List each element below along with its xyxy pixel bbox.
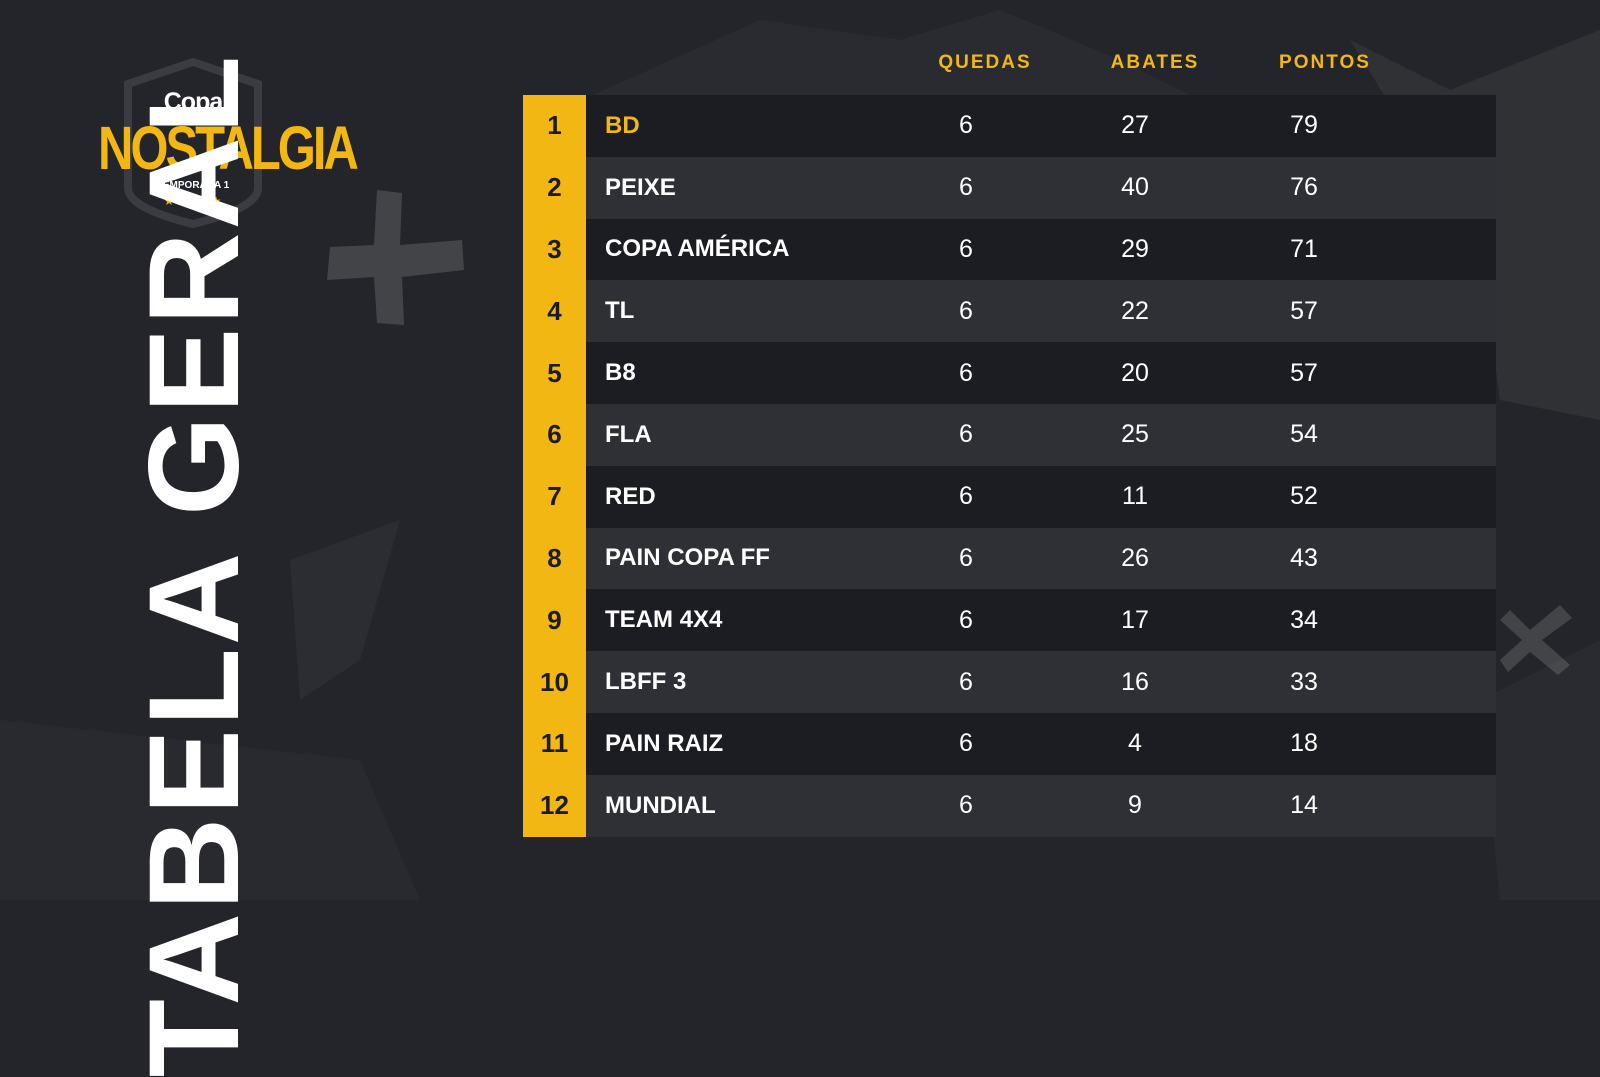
table-row: 9 TEAM 4X4 6 17 34 (523, 589, 1496, 652)
logo-season-text: TEMPORADA 1 (156, 180, 230, 191)
team-name: LBFF 3 (605, 668, 687, 696)
abates-value: 29 (1121, 234, 1149, 263)
team-name: RED (605, 482, 656, 510)
quedas-value: 6 (959, 543, 973, 572)
rank-cell: 3 (523, 218, 586, 281)
team-name: FLA (605, 420, 652, 448)
quedas-value: 6 (959, 420, 973, 449)
pontos-value: 57 (1290, 296, 1318, 325)
column-headers: QUEDAS ABATES PONTOS (0, 52, 1600, 76)
quedas-value: 6 (959, 358, 973, 387)
table-row: 2 PEIXE 6 40 76 (523, 156, 1496, 219)
rank-cell: 7 (523, 465, 586, 528)
rank-cell: 5 (523, 342, 586, 404)
rank-cell: 12 (523, 774, 586, 837)
header-abates: ABATES (1110, 52, 1200, 73)
pontos-value: 57 (1290, 358, 1318, 387)
pontos-value: 34 (1290, 605, 1318, 634)
pontos-value: 14 (1290, 791, 1318, 820)
table-row: 3 COPA AMÉRICA 6 29 71 (523, 218, 1496, 281)
team-name: B8 (605, 359, 636, 387)
rank-cell: 9 (523, 589, 586, 652)
table-row: 8 PAIN COPA FF 6 26 43 (523, 527, 1496, 590)
table-row: 10 LBFF 3 6 16 33 (523, 651, 1496, 713)
table-row: 12 MUNDIAL 6 9 14 (523, 774, 1496, 837)
quedas-value: 6 (959, 729, 973, 758)
cross-mark-left (327, 190, 464, 325)
abates-value: 25 (1121, 420, 1149, 449)
rank-cell: 4 (523, 280, 586, 343)
team-name: TEAM 4X4 (605, 606, 723, 634)
page-title: TABELA GERAL (123, 52, 266, 1077)
pontos-value: 33 (1290, 667, 1318, 696)
team-name: TL (605, 297, 635, 325)
abates-value: 17 (1121, 605, 1149, 634)
logo-shield-icon (124, 58, 262, 228)
team-name: COPA AMÉRICA (605, 235, 790, 263)
team-name: BD (605, 111, 640, 139)
copa-nostalgia-logo: Copa NOSTALGIA TEMPORADA 1 ★★★★★ (98, 58, 359, 228)
team-name: PEIXE (605, 173, 676, 201)
table-row: 7 RED 6 11 52 (523, 465, 1496, 528)
team-name: MUNDIAL (605, 791, 716, 819)
rank-cell: 2 (523, 156, 586, 219)
abates-value: 20 (1121, 358, 1149, 387)
team-name: PAIN RAIZ (605, 729, 724, 757)
table-row: 4 TL 6 22 57 (523, 280, 1496, 343)
team-name: PAIN COPA FF (605, 544, 770, 572)
abates-value: 27 (1121, 111, 1149, 140)
table-row: 5 B8 6 20 57 (523, 342, 1496, 404)
quedas-value: 6 (959, 173, 973, 202)
abates-value: 26 (1121, 543, 1149, 572)
table-row: 1 BD 6 27 79 (523, 95, 1496, 157)
pontos-value: 79 (1290, 111, 1318, 140)
standings-table: 1 BD 6 27 79 2 PEIXE 6 40 76 3 COPA AMÉR… (523, 95, 1496, 837)
rank-cell: 8 (523, 527, 586, 590)
quedas-value: 6 (959, 234, 973, 263)
quedas-value: 6 (959, 482, 973, 511)
quedas-value: 6 (959, 791, 973, 820)
abates-value: 11 (1122, 482, 1148, 511)
logo-nostalgia-text: NOSTALGIA (98, 115, 359, 183)
pontos-value: 76 (1290, 173, 1318, 202)
pontos-value: 18 (1290, 729, 1318, 758)
quedas-value: 6 (959, 296, 973, 325)
table-row: 6 FLA 6 25 54 (523, 403, 1496, 466)
abates-value: 16 (1121, 667, 1149, 696)
rank-cell: 10 (523, 651, 586, 713)
logo-stars: ★★★★★ (163, 194, 223, 208)
header-quedas: QUEDAS (938, 52, 1032, 73)
pontos-value: 43 (1290, 543, 1318, 572)
abates-value: 9 (1128, 791, 1142, 820)
quedas-value: 6 (959, 667, 973, 696)
pontos-value: 71 (1290, 234, 1318, 263)
header-pontos: PONTOS (1279, 52, 1371, 73)
rank-cell: 1 (523, 95, 586, 157)
quedas-value: 6 (959, 605, 973, 634)
abates-value: 40 (1121, 173, 1149, 202)
logo-copa-text: Copa (163, 88, 224, 116)
abates-value: 22 (1121, 296, 1149, 325)
quedas-value: 6 (959, 111, 973, 140)
cross-mark-right (1500, 605, 1572, 675)
pontos-value: 54 (1290, 420, 1318, 449)
pontos-value: 52 (1290, 482, 1318, 511)
abates-value: 4 (1128, 729, 1142, 758)
rank-cell: 6 (523, 403, 586, 466)
rank-cell: 11 (523, 712, 586, 775)
table-row: 11 PAIN RAIZ 6 4 18 (523, 712, 1496, 775)
